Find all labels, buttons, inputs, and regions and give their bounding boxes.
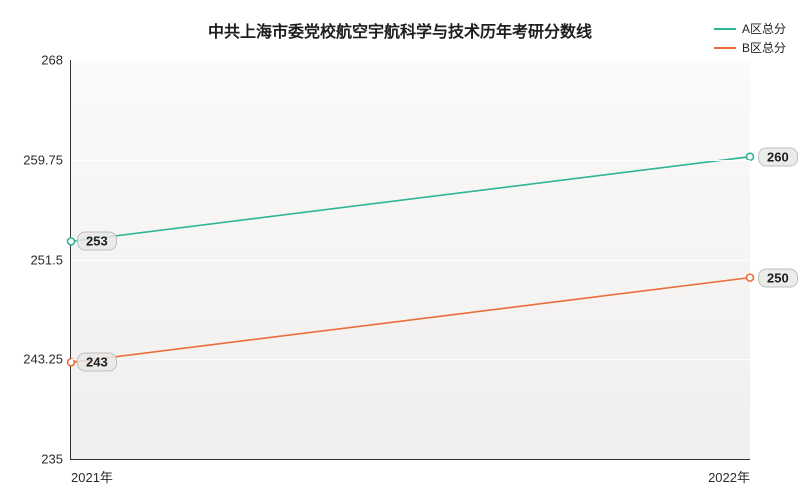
legend-swatch-a [714,28,736,30]
plot-area: 235243.25251.5259.752682021年2022年2532602… [70,60,750,460]
y-tick-label: 251.5 [30,252,63,267]
series-line [71,157,750,242]
x-tick-label: 2021年 [71,467,113,486]
chart-title: 中共上海市委党校航空宇航科学与技术历年考研分数线 [208,18,592,42]
series-marker [68,238,75,245]
value-label: 260 [758,147,798,166]
series-marker [747,274,754,281]
gridline [71,359,750,360]
legend-item-a: A区总分 [714,20,786,37]
value-label: 250 [758,268,798,287]
series-line [71,278,750,363]
y-tick-label: 268 [41,53,63,68]
gridline [71,60,750,61]
gridline [71,260,750,261]
legend-label-b: B区总分 [742,39,786,56]
x-tick-label: 2022年 [708,467,750,486]
legend-item-b: B区总分 [714,39,786,56]
y-tick-label: 243.25 [23,352,63,367]
legend: A区总分 B区总分 [714,20,786,58]
y-tick-label: 259.75 [23,152,63,167]
y-tick-label: 235 [41,452,63,467]
value-label: 243 [77,353,117,372]
legend-swatch-b [714,47,736,49]
legend-label-a: A区总分 [742,20,786,37]
value-label: 253 [77,232,117,251]
chart-container: 中共上海市委党校航空宇航科学与技术历年考研分数线 A区总分 B区总分 23524… [0,0,800,500]
gridline [71,160,750,161]
